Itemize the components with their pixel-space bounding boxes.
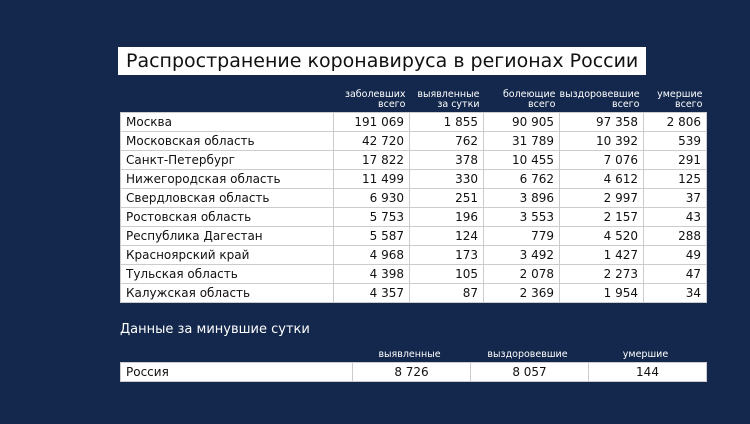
cell: 11 499 <box>333 168 410 189</box>
row: Красноярский край 4 968 173 3 492 1 427 49 <box>120 244 707 265</box>
cell: 191 069 <box>333 111 410 132</box>
cell: 2 997 <box>559 187 644 208</box>
cell: 90 905 <box>483 111 560 132</box>
cell: 87 <box>409 282 484 303</box>
cell: 251 <box>409 187 484 208</box>
cell: 47 <box>643 263 707 284</box>
cell: 8 726 <box>352 361 471 382</box>
cell: 4 357 <box>333 282 410 303</box>
cell: 2 806 <box>643 111 707 132</box>
cell: 2 273 <box>559 263 644 284</box>
cell: 288 <box>643 225 707 246</box>
cell: 34 <box>643 282 707 303</box>
cell: Красноярский край <box>120 244 334 265</box>
row: Тульская область 4 398 105 2 078 2 273 47 <box>120 263 707 284</box>
header-line: умершие <box>657 88 703 100</box>
cell: 125 <box>643 168 707 189</box>
region-table: заболевших всего выявленные за сутки болеющи… <box>120 86 707 303</box>
cell: 779 <box>483 225 560 246</box>
cell: Тульская область <box>120 263 334 284</box>
row: Москва 191 069 1 855 90 905 97 358 2 806 <box>120 111 707 132</box>
row: Санкт-Петербург 17 822 378 10 455 7 076 291 <box>120 149 707 170</box>
row: Республика Дагестан 5 587 124 779 4 520 288 <box>120 225 707 246</box>
cell: 105 <box>409 263 484 284</box>
cell: 124 <box>409 225 484 246</box>
row: Калужская область 4 357 87 2 369 1 954 34 <box>120 282 707 303</box>
cell: 762 <box>409 130 484 151</box>
cell: 3 492 <box>483 244 560 265</box>
cell: 539 <box>643 130 707 151</box>
cell: 2 078 <box>483 263 560 284</box>
cell: 31 789 <box>483 130 560 151</box>
cell: 42 720 <box>333 130 410 151</box>
cell: Республика Дагестан <box>120 225 334 246</box>
header-line: выявленные <box>417 88 480 100</box>
header-line: заболевших <box>344 88 406 100</box>
summary-title: Данные за минувшие сутки <box>120 322 310 337</box>
cell: 10 392 <box>559 130 644 151</box>
header-line: всего <box>528 98 556 110</box>
cell: 1 855 <box>409 111 484 132</box>
column-header: умершие <box>622 348 669 360</box>
cell: 4 968 <box>333 244 410 265</box>
cell: 2 369 <box>483 282 560 303</box>
cell: 2 157 <box>559 206 644 227</box>
cell: 10 455 <box>483 149 560 170</box>
cell: 196 <box>409 206 484 227</box>
cell: Калужская область <box>120 282 334 303</box>
row: Свердловская область 6 930 251 3 896 2 997 37 <box>120 187 707 208</box>
cell: 97 358 <box>559 111 644 132</box>
cell: Ростовская область <box>120 206 334 227</box>
cell: 43 <box>643 206 707 227</box>
header-line: всего <box>612 98 640 110</box>
cell: 330 <box>409 168 484 189</box>
cell: Москва <box>120 111 334 132</box>
cell: 5 587 <box>333 225 410 246</box>
cell: Санкт-Петербург <box>120 149 334 170</box>
row: Нижегородская область 11 499 330 6 762 4 612… <box>120 168 707 189</box>
row: Московская область 42 720 762 31 789 10 392 5… <box>120 130 707 151</box>
row: Ростовская область 5 753 196 3 553 2 157 43 <box>120 206 707 227</box>
cell: 4 520 <box>559 225 644 246</box>
header-line: болеющие <box>502 88 556 100</box>
cell: Россия <box>120 361 353 382</box>
cell: 378 <box>409 149 484 170</box>
summary-table: выявленные выздоровевшие умершие Россия 8 72… <box>120 344 707 382</box>
cell: Нижегородская область <box>120 168 334 189</box>
header-line: всего <box>378 98 406 110</box>
column-header: выздоровевшие всего <box>560 86 644 112</box>
cell: 37 <box>643 187 707 208</box>
cell: 3 553 <box>483 206 560 227</box>
column-header: выздоровевшие <box>487 348 568 360</box>
cell: 7 076 <box>559 149 644 170</box>
header-line: выздоровевшие <box>559 88 640 100</box>
cell: 4 398 <box>333 263 410 284</box>
column-header: выявленные <box>378 348 441 360</box>
column-header: выявленные за сутки <box>410 86 484 112</box>
cell: 291 <box>643 149 707 170</box>
cell: 1 427 <box>559 244 644 265</box>
cell: Свердловская область <box>120 187 334 208</box>
cell: 3 896 <box>483 187 560 208</box>
cell: 6 930 <box>333 187 410 208</box>
cell: 8 057 <box>470 361 589 382</box>
cell: 173 <box>409 244 484 265</box>
cell: 4 612 <box>559 168 644 189</box>
column-header: болеющие всего <box>484 86 560 112</box>
header-line: всего <box>675 98 703 110</box>
cell: Московская область <box>120 130 334 151</box>
header-line: за сутки <box>437 98 480 110</box>
title: Распространение коронавируса в регионах … <box>118 47 647 75</box>
cell: 144 <box>588 361 707 382</box>
cell: 6 762 <box>483 168 560 189</box>
cell: 17 822 <box>333 149 410 170</box>
row: Россия 8 726 8 057 144 <box>120 361 707 382</box>
column-header: заболевших всего <box>334 86 410 112</box>
cell: 1 954 <box>559 282 644 303</box>
cell: 49 <box>643 244 707 265</box>
column-header: умершие всего <box>644 86 707 112</box>
cell: 5 753 <box>333 206 410 227</box>
